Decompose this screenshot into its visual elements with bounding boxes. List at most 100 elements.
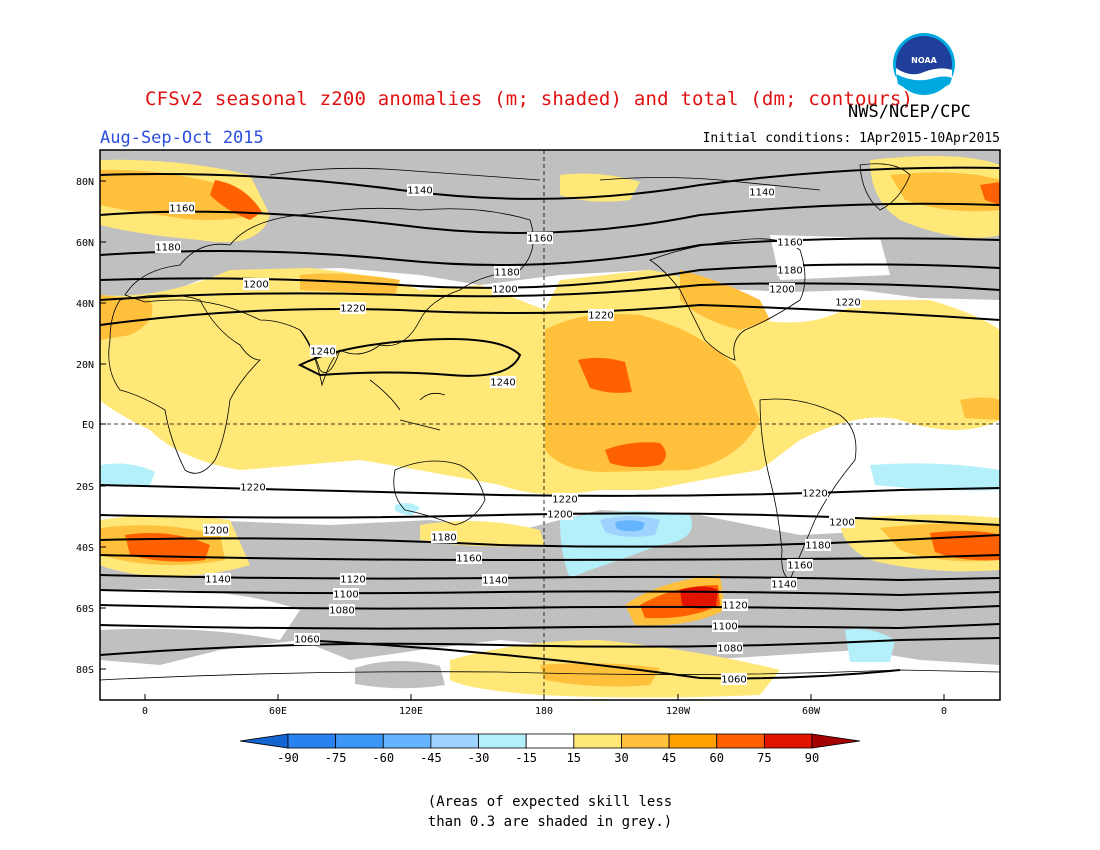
contour-label: 1220 [552,493,578,506]
svg-text:1160: 1160 [169,204,194,215]
svg-text:1060: 1060 [294,635,319,646]
contour-label: 1140 [407,184,433,197]
contour-label: 1100 [333,588,359,601]
contour-label: 1200 [547,508,573,521]
lon-label: 60E [269,706,287,717]
agency-label: NWS/NCEP/CPC [848,102,971,122]
colorbar-arrow-low [239,733,289,749]
colorbar-tick-label: 45 [662,751,676,765]
contour-label: 1120 [340,573,366,586]
colorbar-tick-label: 75 [757,751,771,765]
contour-label: 1220 [588,309,614,322]
svg-text:1120: 1120 [722,601,747,612]
svg-text:1220: 1220 [835,298,860,309]
lat-label: 80N [76,177,94,188]
lon-label: 180 [535,706,553,717]
contour-label: 1100 [712,620,738,633]
contour-label: 1120 [722,599,748,612]
contour-label: 1180 [494,266,520,279]
contour-label: 1220 [802,487,828,500]
lon-label: 0 [142,706,148,717]
contour-label: 1180 [777,264,803,277]
colorbar-tick-label: -15 [515,751,537,765]
svg-text:1120: 1120 [340,575,365,586]
colorbar: -90 -75 -60 -45 -30 -15 15 30 45 60 75 90 [239,733,861,765]
skill-footnote: (Areas of expected skill less than 0.3 a… [0,792,1100,832]
colorbar-segment [525,733,575,749]
svg-text:1200: 1200 [243,280,268,291]
season-label: Aug-Sep-Oct 2015 [100,128,264,148]
latitude-axis: 80N 60N 40N 20N EQ 20S 40S 60S 80S [76,177,106,676]
colorbar-segment [621,733,670,749]
contour-label: 1140 [771,578,797,591]
contour-label: 1160 [527,232,553,245]
contour-label: 1200 [243,278,269,291]
longitude-axis: 0 60E 120E 180 120W 60W 0 [142,694,947,717]
contour-label: 1080 [329,604,355,617]
chart-title: CFSv2 seasonal z200 anomalies (m; shaded… [145,88,914,110]
colorbar-tick-label: 30 [614,751,628,765]
contour-label: 1200 [769,283,795,296]
noaa-logo: NOAA [893,33,955,95]
svg-text:1200: 1200 [769,285,794,296]
colorbar-arrow-high [811,733,861,749]
lat-label: 40S [76,543,94,554]
negative-anomaly-shading [100,463,1000,662]
colorbar-tick-label: 90 [805,751,819,765]
contour-label: 1240 [310,345,336,358]
svg-text:1220: 1220 [340,304,365,315]
contour-label: 1200 [492,283,518,296]
svg-text:1160: 1160 [777,238,802,249]
colorbar-segment [382,733,432,749]
contour-label: 1160 [777,236,803,249]
contour-label: 1140 [482,574,508,587]
colorbar-segment [763,733,813,749]
contour-label: 1060 [721,673,747,686]
svg-text:1100: 1100 [333,590,358,601]
lat-label: 60S [76,604,94,615]
svg-text:1200: 1200 [547,510,572,521]
svg-text:1080: 1080 [717,644,742,655]
svg-text:1180: 1180 [494,268,519,279]
contour-label: 1180 [805,539,831,552]
colorbar-segment [573,733,622,749]
lat-label: EQ [82,420,94,431]
lat-label: 80S [76,665,94,676]
contour-label: 1160 [456,552,482,565]
colorbar-tick-label: -30 [468,751,490,765]
contour-label: 1240 [490,376,516,389]
contour-label: 1140 [205,573,231,586]
colorbar-tick-label: 15 [567,751,581,765]
svg-text:1140: 1140 [205,575,230,586]
svg-text:1180: 1180 [777,266,802,277]
svg-text:1180: 1180 [155,243,180,254]
coastlines [100,163,1000,681]
footnote-line-2: than 0.3 are shaded in grey.) [427,814,673,830]
lon-label: 120E [399,706,423,717]
contour-label: 1180 [431,531,457,544]
svg-text:1180: 1180 [805,541,830,552]
contour-label: 1060 [294,633,320,646]
lon-label: 0 [941,706,947,717]
lat-label: 60N [76,238,94,249]
svg-text:1220: 1220 [802,489,827,500]
svg-text:1200: 1200 [492,285,517,296]
contour-label: 1160 [169,202,195,215]
svg-text:1200: 1200 [829,518,854,529]
svg-text:1220: 1220 [588,311,613,322]
contour-label: 1160 [787,559,813,572]
svg-text:1100: 1100 [712,622,737,633]
svg-text:1240: 1240 [490,378,515,389]
svg-text:1140: 1140 [771,580,796,591]
colorbar-segment [287,733,337,749]
colorbar-tick-label: -90 [277,751,299,765]
contour-label: 1200 [203,524,229,537]
contour-label: 1200 [829,516,855,529]
colorbar-tick-label: -45 [420,751,442,765]
svg-text:NOAA: NOAA [911,56,937,65]
positive-anomaly-shading [100,156,1000,698]
lat-label: 20N [76,360,94,371]
map-frame [99,149,1001,701]
